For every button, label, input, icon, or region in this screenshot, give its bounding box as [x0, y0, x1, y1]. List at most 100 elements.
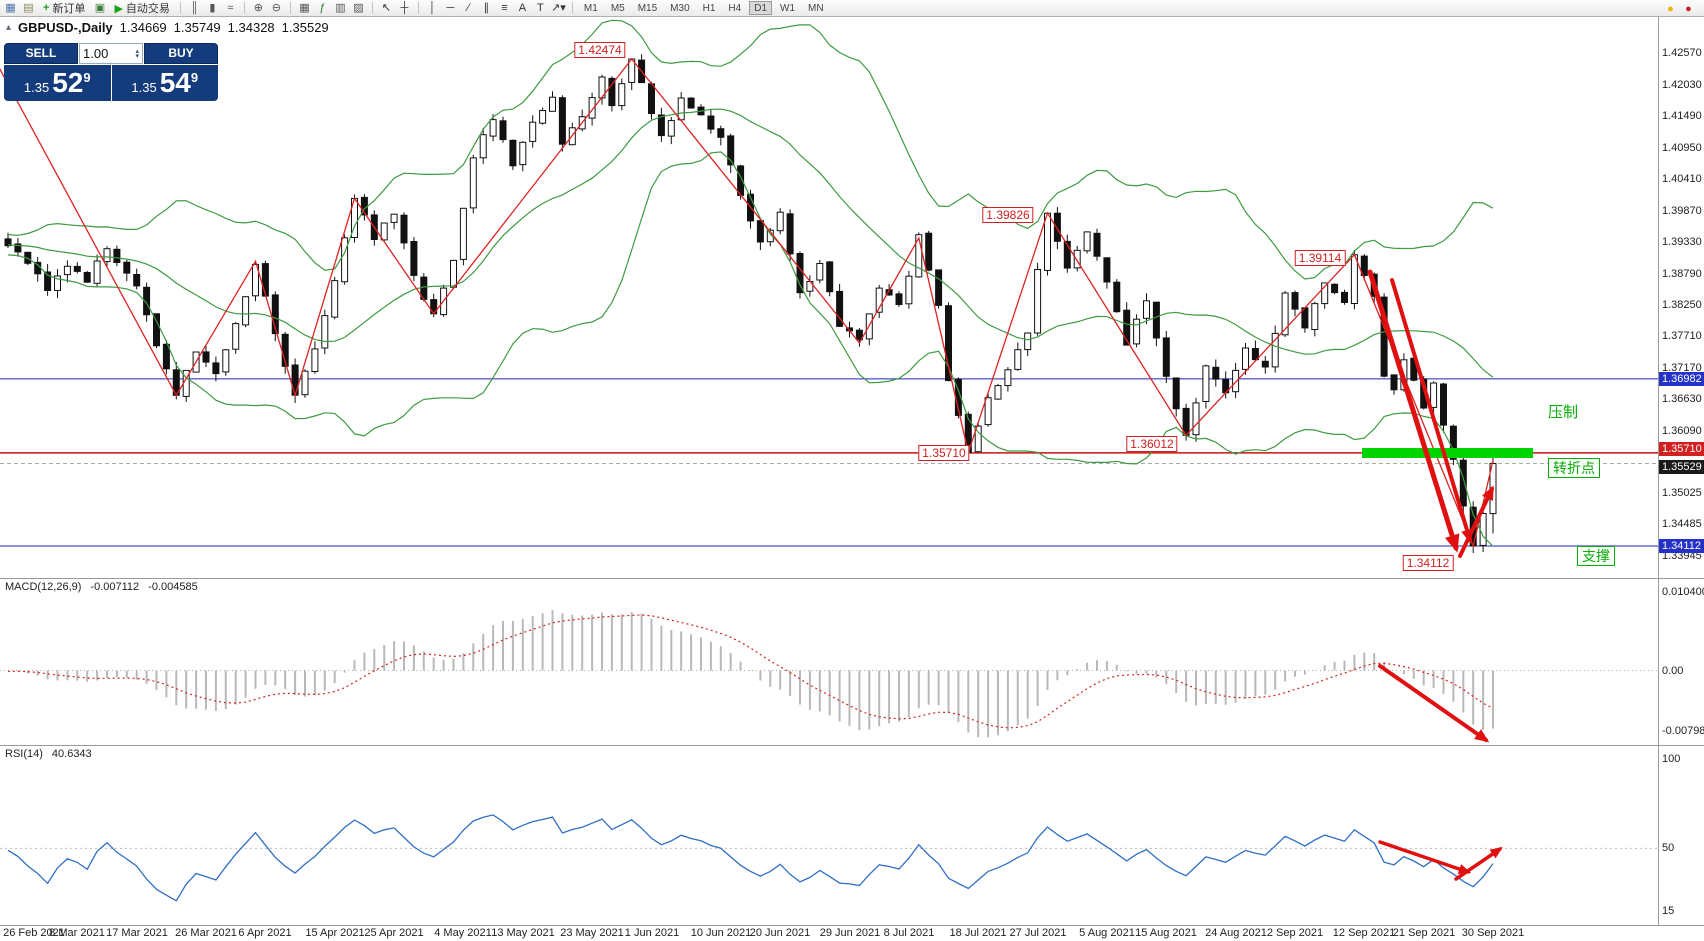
crosshair-icon[interactable]: ┼ — [400, 1, 409, 14]
sell-button[interactable]: SELL — [4, 43, 78, 64]
ohlc-high: 1.35749 — [173, 20, 221, 35]
rsi-scale-tick: 100 — [1662, 753, 1681, 765]
price-axis[interactable]: 1.42570 1.42030 1.41490 1.40950 1.40410 1.398… — [1659, 0, 1704, 941]
date-label: 23 May 2021 — [560, 927, 624, 939]
price-marker-1.35710: 1.35710 — [1659, 442, 1704, 456]
alert-icon[interactable]: ● — [1667, 3, 1674, 15]
fibonacci-icon[interactable]: ≡ — [501, 1, 508, 14]
date-label: 6 Apr 2021 — [238, 927, 292, 939]
navigator-icon[interactable]: ▤ — [23, 1, 34, 14]
buy-price-head: 1.35 — [131, 80, 157, 95]
swing-label-1.42474[interactable]: 1.42474 — [574, 42, 626, 58]
swing-label-1.36012[interactable]: 1.36012 — [1126, 436, 1178, 452]
new-order-button[interactable]: + 新订单 — [39, 1, 89, 16]
spinner-down-icon[interactable]: ▾ — [135, 52, 139, 60]
price-tick: 1.39330 — [1662, 236, 1702, 248]
swing-label-1.39826[interactable]: 1.39826 — [982, 207, 1034, 223]
toolbar-separator — [571, 2, 573, 14]
timeframe-H4[interactable]: H4 — [728, 3, 742, 14]
volume-input[interactable]: 1.00 ▴ ▾ — [79, 43, 143, 64]
text-icon[interactable]: A — [518, 1, 527, 14]
bar-chart-mode-icon[interactable]: ║ — [190, 1, 199, 14]
date-label: 25 Apr 2021 — [364, 927, 424, 939]
vertical-line-icon[interactable]: │ — [428, 1, 436, 14]
volume-spinner[interactable]: ▴ ▾ — [135, 47, 139, 60]
equidistant-channel-icon[interactable]: ∥ — [483, 1, 490, 14]
panel-separator[interactable] — [0, 745, 1704, 746]
buy-price-sup: 9 — [190, 69, 199, 85]
toolbar-separator — [179, 2, 181, 14]
timeframe-M1[interactable]: M1 — [583, 3, 598, 14]
date-label: 8 Jul 2021 — [883, 927, 935, 939]
timeframe-H1[interactable]: H1 — [702, 3, 716, 14]
macd-scale-tick: 0.010400 — [1662, 586, 1704, 598]
date-label: 5 Aug 2021 — [1079, 927, 1135, 939]
timeframe-W1[interactable]: W1 — [780, 3, 796, 14]
main-chart[interactable] — [0, 17, 1658, 578]
date-label: 26 Feb 2021 — [3, 927, 65, 939]
buy-button[interactable]: BUY — [144, 43, 218, 64]
price-tick: 1.37710 — [1662, 330, 1702, 342]
swing-label-1.39114[interactable]: 1.39114 — [1294, 250, 1346, 266]
zoom-out-icon[interactable]: ⊖ — [271, 1, 282, 14]
text-label-icon[interactable]: T — [537, 1, 544, 14]
indicators-icon[interactable]: ƒ — [319, 1, 326, 14]
zoom-in-icon[interactable]: ⊕ — [253, 1, 264, 14]
turning-point-zone — [1362, 448, 1533, 458]
horizontal-line-icon[interactable]: ─ — [446, 1, 455, 14]
ohlc-open: 1.34669 — [119, 20, 167, 35]
price-tick: 1.41490 — [1662, 110, 1702, 122]
rsi-line — [7, 814, 1494, 902]
candlestick-mode-icon[interactable]: ▮ — [209, 1, 216, 14]
cursor-icon[interactable]: ↖ — [381, 1, 392, 14]
market-watch-icon[interactable]: ▦ — [5, 1, 16, 14]
price-marker-1.34112: 1.34112 — [1659, 539, 1704, 553]
price-marker-1.36982: 1.36982 — [1659, 372, 1704, 386]
templates-icon[interactable]: ▨ — [353, 1, 364, 14]
line-chart-mode-icon[interactable]: ≈ — [227, 1, 234, 14]
toolbar-separator — [243, 2, 245, 14]
one-click-trading-panel: SELL 1.00 ▴ ▾ BUY 1.35 52 9 1.35 54 9 — [4, 43, 218, 101]
price-tick: 1.39870 — [1662, 205, 1702, 217]
price-tick: 1.33945 — [1662, 550, 1702, 562]
date-label: 10 Jun 2021 — [690, 927, 752, 939]
swing-label-1.34112[interactable]: 1.34112 — [1402, 555, 1454, 571]
auto-trading-button-label: 自动交易 — [125, 3, 170, 15]
buy-price-display[interactable]: 1.35 54 9 — [111, 65, 218, 101]
timeframe-MN[interactable]: MN — [808, 3, 824, 14]
timeframe-M30[interactable]: M30 — [670, 3, 690, 14]
rsi-scale-tick: 15 — [1662, 905, 1675, 917]
news-icon[interactable]: ● — [1685, 3, 1692, 15]
tile-windows-icon[interactable]: ▦ — [299, 1, 310, 14]
swing-label-1.35710[interactable]: 1.35710 — [918, 445, 970, 461]
rsi-header: RSI(14) 40.6343 — [5, 748, 92, 760]
trendline-icon[interactable]: ∕ — [467, 1, 470, 14]
panel-separator[interactable] — [0, 925, 1704, 926]
one-click-collapse-toggle[interactable]: ▴ — [6, 22, 12, 33]
arrows-tool-icon[interactable]: ↗▾ — [551, 1, 566, 14]
sell-price-display[interactable]: 1.35 52 9 — [4, 65, 111, 101]
periods-icon[interactable]: ▥ — [335, 1, 346, 14]
date-axis[interactable]: 26 Feb 2021 8 Mar 2021 17 Mar 2021 26 Mar 2… — [0, 926, 1659, 941]
rsi-panel[interactable] — [0, 745, 1658, 925]
toolbar-separator — [289, 2, 291, 14]
panel-separator[interactable] — [0, 578, 1704, 579]
sell-price-big: 52 — [52, 67, 84, 98]
date-label: 4 May 2021 — [434, 927, 492, 939]
new-order-button-label: 新订单 — [52, 3, 86, 15]
date-label: 15 Apr 2021 — [305, 927, 365, 939]
toolbar-separator — [417, 2, 419, 14]
macd-panel[interactable] — [0, 578, 1658, 745]
timeframe-M15[interactable]: M15 — [637, 3, 658, 14]
symbol-period-label: GBPUSD-,Daily — [18, 20, 113, 35]
spinner-up-icon[interactable]: ▴ — [135, 47, 139, 55]
support-annotation: 支撑 — [1577, 546, 1615, 566]
auto-trading-button[interactable]: ▶ 自动交易 — [110, 1, 173, 16]
new-chart-icon[interactable]: ▣ — [94, 1, 106, 14]
price-tick: 1.35025 — [1662, 487, 1702, 499]
zigzag-line — [0, 57, 1494, 549]
timeframe-M5[interactable]: M5 — [610, 3, 625, 14]
timeframe-D1[interactable]: D1 — [749, 1, 773, 15]
ohlc-close: 1.35529 — [281, 20, 329, 35]
